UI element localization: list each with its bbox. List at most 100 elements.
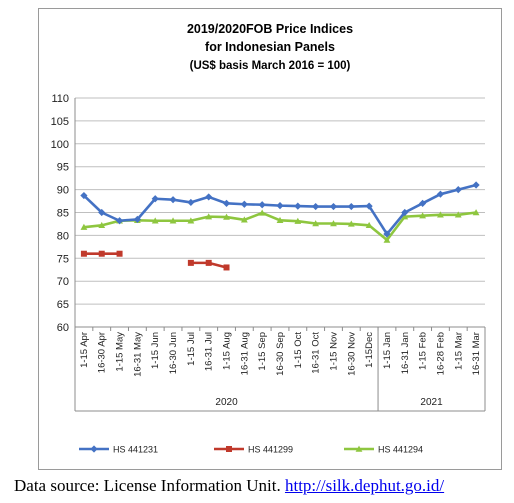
data-point-hs-441294 [419,212,427,219]
chart-frame: 2019/2020FOB Price Indices for Indonesian… [38,8,502,470]
x-tick-label: 1-15 Sep [257,332,268,371]
data-point-hs-441299 [187,259,194,266]
x-tick-label: 16-31 Aug [239,332,250,375]
x-tick-label: 16-31 Mar [471,332,482,375]
y-tick-label: 75 [57,253,69,265]
data-point-hs-441299 [98,250,105,257]
data-point-hs-441231 [187,198,195,207]
x-group-label: 2021 [420,397,443,408]
x-tick-label: 16-31 Oct [311,332,322,374]
data-point-hs-441231 [419,199,427,207]
x-tick-label: 1-15 Oct [293,332,304,369]
data-point-hs-441294 [312,220,320,227]
y-tick-label: 95 [57,162,69,174]
y-tick-label: 110 [51,93,69,105]
data-point-hs-441294 [365,221,373,229]
x-tick-label: 16-31 May [132,332,143,377]
data-point-hs-441231 [347,202,355,211]
y-tick-label: 60 [57,322,69,334]
data-point-hs-441231 [240,200,248,208]
data-point-hs-441231 [365,202,373,210]
legend-label-hs-441294: HS 441294 [378,445,423,455]
data-point-hs-441231 [454,186,462,194]
series-line-hs-441231 [82,183,478,236]
legend-marker-hs-441294 [355,445,363,452]
legend-marker-hs-441231 [90,445,98,453]
data-point-hs-441231 [205,193,213,201]
data-point-hs-441294 [383,236,391,243]
data-source-text: Data source: License Information Unit. [14,476,285,495]
data-point-hs-441294 [472,209,480,216]
data-point-hs-441294 [347,220,355,227]
y-tick-label: 90 [57,185,69,197]
data-source-line: Data source: License Information Unit. h… [14,476,444,496]
chart-title-line-3: (US$ basis March 2016 = 100) [190,60,351,72]
data-point-hs-441294 [98,221,106,229]
data-point-hs-441231 [383,230,391,238]
data-point-hs-441231 [401,208,409,217]
data-point-hs-441294 [258,209,266,216]
y-tick-label: 80 [57,230,69,242]
data-point-hs-441231 [222,199,231,207]
data-point-hs-441294 [205,213,213,220]
data-point-hs-441231 [472,181,480,189]
x-tick-label: 1-15 Feb [418,332,429,370]
x-tick-label: 1-15 May [115,332,126,372]
data-point-hs-441294 [330,220,337,227]
data-point-hs-441294 [151,217,159,224]
x-group-label: 2020 [215,397,238,408]
x-tick-label: 1-15Dec [364,332,375,368]
data-point-hs-441299 [223,264,230,271]
data-point-hs-441231 [133,215,141,223]
data-point-hs-441231 [98,208,106,217]
y-tick-label: 100 [51,139,69,151]
data-point-hs-441294 [401,213,409,220]
data-point-hs-441294 [80,223,88,230]
data-point-hs-441231 [258,201,266,209]
data-point-hs-441294 [437,211,444,218]
x-tick-label: 16-31 Jul [204,332,215,371]
legend-label-hs-441231: HS 441231 [113,445,158,455]
y-tick-label: 65 [57,299,69,311]
x-tick-label: 16-30 Jun [168,332,179,374]
data-point-hs-441294 [454,211,462,218]
data-point-hs-441294 [187,217,195,224]
data-point-hs-441231 [329,202,338,211]
data-point-hs-441231 [294,202,302,210]
x-tick-label: 1-15 Apr [79,332,90,368]
x-tick-label: 1-15 Jan [382,332,393,369]
x-tick-label: 16-30 Apr [97,332,108,373]
data-point-hs-441231 [436,190,445,198]
data-point-hs-441294 [223,213,230,220]
data-point-hs-441299 [116,250,123,257]
data-source-link[interactable]: http://silk.dephut.go.id/ [284,476,445,495]
data-point-hs-441231 [169,196,177,204]
legend-label-hs-441299: HS 441299 [248,445,293,455]
data-point-hs-441294 [276,216,284,224]
x-tick-label: 1-15 Aug [222,332,233,370]
x-tick-label: 16-30 Nov [346,332,357,376]
x-tick-label: 16-28 Feb [435,332,446,375]
price-index-chart: 2019/2020FOB Price Indices for Indonesian… [51,22,486,455]
x-tick-label: 1-15 Jul [186,332,197,366]
data-point-hs-441294 [294,217,302,224]
chart-title-line-1: 2019/2020FOB Price Indices [187,22,353,36]
y-tick-label: 70 [57,276,69,288]
data-point-hs-441231 [312,202,320,211]
y-tick-label: 105 [51,116,69,128]
data-point-hs-441231 [80,191,88,200]
data-point-hs-441294 [169,217,177,224]
data-point-hs-441231 [115,217,124,225]
x-tick-label: 1-15 Nov [328,332,339,371]
x-tick-label: 1-15 Mar [453,332,464,370]
data-point-hs-441299 [205,259,212,266]
x-tick-label: 1-15 Jun [150,332,161,369]
legend-marker-hs-441299 [226,446,232,452]
x-tick-label: 16-30 Sep [275,332,286,376]
data-point-hs-441294 [240,216,248,223]
data-point-hs-441231 [276,202,284,210]
y-tick-label: 85 [57,208,69,220]
x-tick-label: 16-31 Jan [400,332,411,374]
chart-title-line-2: for Indonesian Panels [205,40,335,54]
data-point-hs-441299 [80,250,87,257]
